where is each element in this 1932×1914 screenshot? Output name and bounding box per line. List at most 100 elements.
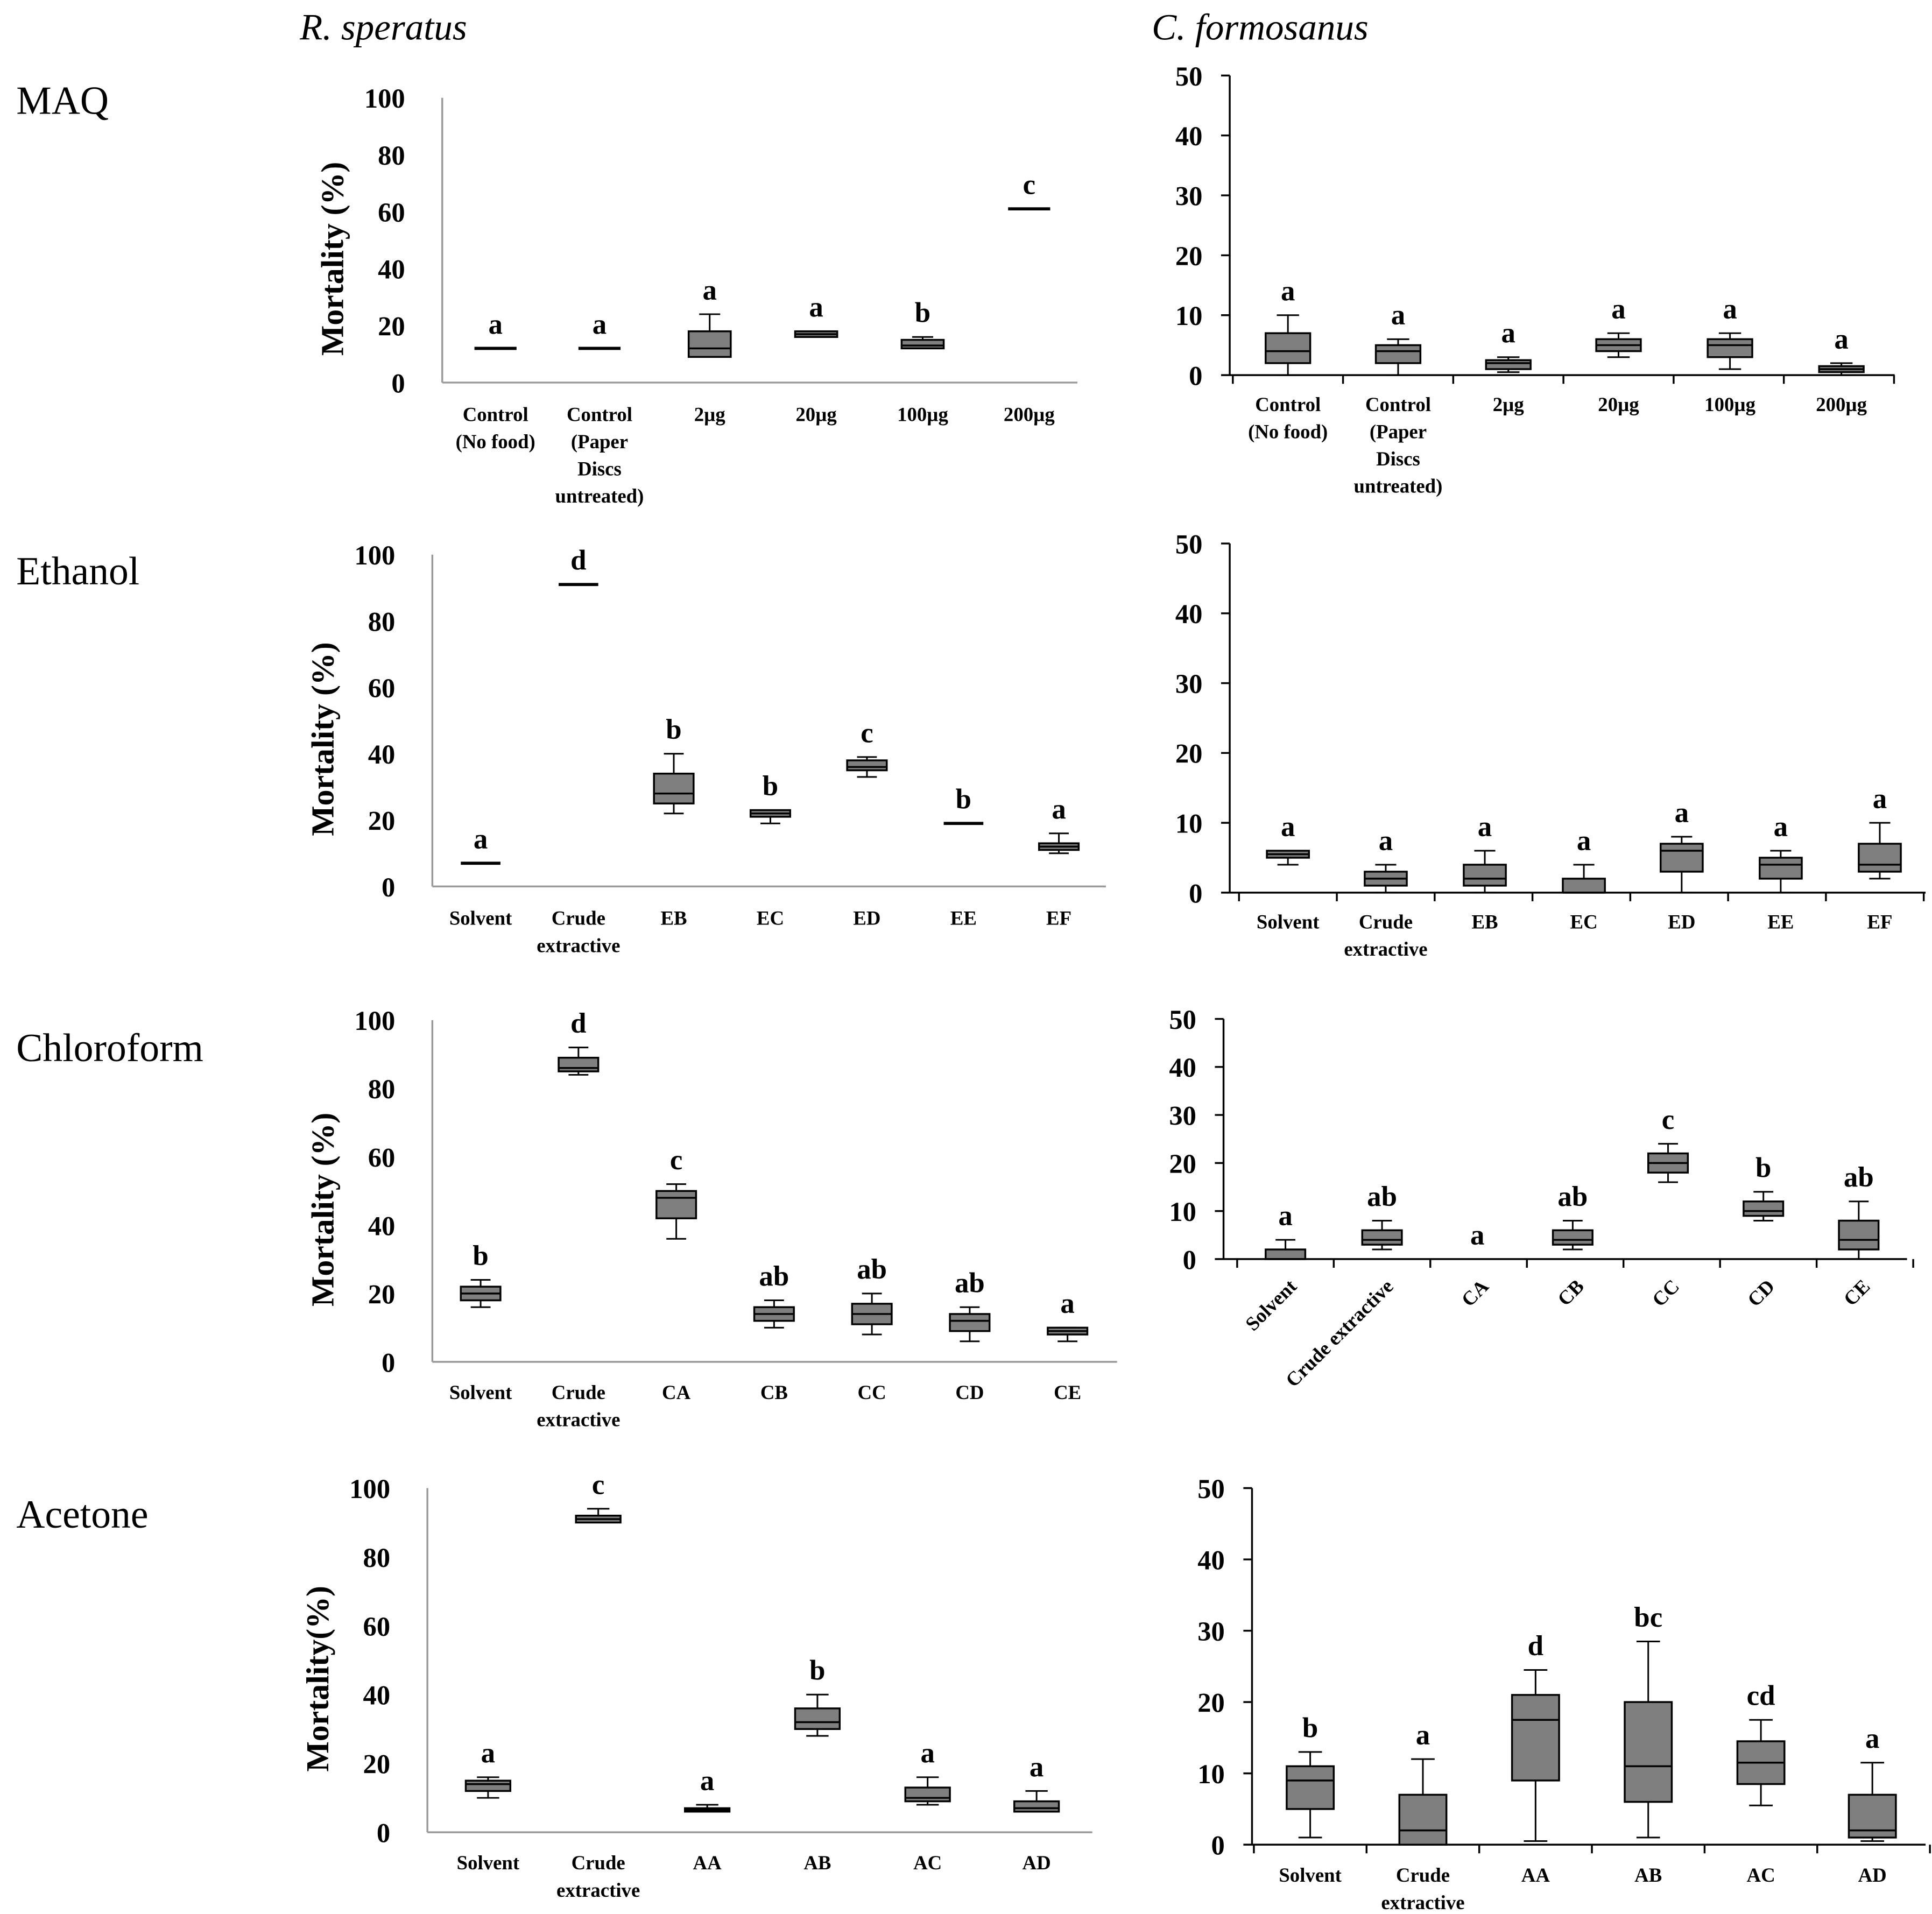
box	[1361, 1229, 1403, 1246]
y-tick-label: 100	[354, 540, 395, 570]
box	[558, 1056, 600, 1072]
box	[1624, 1701, 1673, 1803]
box-plot-panel: 0 20 40 60 80 100 Mortality (%) Solvent b Crude ex…	[305, 1006, 1117, 1430]
significance-letter: b	[666, 714, 681, 745]
category-label-line: AB	[1634, 1864, 1662, 1886]
significance-letter: a	[1281, 276, 1295, 307]
category-label-line: AC	[1747, 1864, 1775, 1886]
significance-letter: c	[1023, 169, 1035, 201]
box	[653, 772, 695, 804]
box	[1265, 1248, 1307, 1260]
y-tick-label: 40	[1197, 1545, 1225, 1575]
category-label-line: extractive	[1381, 1891, 1464, 1913]
y-tick-label: 40	[378, 255, 405, 285]
significance-letter: a	[593, 309, 607, 340]
y-tick-label: 10	[1175, 809, 1203, 839]
y-tick-label: 0	[1189, 361, 1202, 391]
y-tick-label: 100	[364, 83, 405, 114]
significance-letter: a	[703, 274, 717, 306]
column-title-c-formosanus: C. formosanus	[1152, 6, 1369, 48]
significance-letter: b	[956, 784, 971, 815]
box-plot-panel: 0 10 20 30 40 50 Solvent b Crude extractive a AA d AB…	[1197, 1474, 1931, 1913]
box	[846, 759, 888, 772]
category-label-line: AA	[1521, 1864, 1550, 1886]
box-plot-panel: 0 20 40 60 80 100 Mortality(%) Solvent a Crude ext…	[300, 1469, 1092, 1901]
y-axis-label: Mortality (%)	[305, 1113, 340, 1306]
significance-letter: b	[1302, 1712, 1318, 1743]
category-label-line: EE	[950, 907, 977, 929]
category-label: Control (No food)	[456, 403, 535, 453]
y-axis-label: Mortality(%)	[300, 1586, 335, 1771]
category-label: 20µg	[1598, 393, 1639, 415]
box	[1398, 1793, 1448, 1846]
box	[1858, 843, 1902, 873]
category-label-line: CC	[858, 1381, 886, 1403]
category-label: Crude extractive	[556, 1852, 640, 1901]
box	[1374, 344, 1422, 364]
category-label-line: AD	[1023, 1852, 1051, 1874]
y-tick-label: 20	[1175, 739, 1203, 769]
y-tick-label: 50	[1175, 61, 1203, 91]
category-label-line: Crude	[552, 1381, 605, 1403]
row-label-chloroform: Chloroform	[16, 1026, 203, 1070]
significance-letter: b	[473, 1240, 488, 1272]
category-label: Solvent	[449, 907, 512, 929]
row-label-acetone: Acetone	[16, 1492, 148, 1536]
y-tick-label: 30	[1175, 669, 1203, 699]
y-tick-label: 60	[368, 673, 396, 703]
significance-letter: b	[915, 298, 930, 329]
y-tick-label: 80	[368, 606, 396, 637]
category-label-line: 200µg	[1004, 403, 1055, 425]
significance-letter: a	[1873, 783, 1887, 814]
category-label: Crude extractive	[537, 907, 620, 957]
y-tick-label: 20	[378, 312, 405, 342]
category-label-line: Solvent	[449, 907, 512, 929]
y-tick-label: 0	[382, 1347, 395, 1378]
y-tick-label: 10	[1169, 1197, 1196, 1227]
significance-letter: d	[570, 1008, 586, 1039]
box	[464, 1779, 512, 1792]
category-label-line: EB	[660, 907, 687, 929]
box	[687, 330, 732, 358]
box	[949, 1313, 991, 1332]
category-label-line: AB	[803, 1852, 831, 1874]
y-tick-label: 60	[363, 1612, 391, 1642]
category-label: CB	[1553, 1275, 1588, 1310]
y-tick-label: 50	[1197, 1474, 1225, 1504]
box	[1759, 857, 1803, 880]
category-label: Control (No food)	[1248, 393, 1328, 443]
y-tick-label: 20	[1175, 241, 1203, 271]
significance-letter: a	[920, 1738, 934, 1769]
y-tick-label: 30	[1197, 1616, 1225, 1647]
category-label-line: EC	[1570, 911, 1598, 933]
category-label: Control (Paper Discs untreated)	[555, 403, 644, 507]
category-label: Crude extractive	[1344, 911, 1427, 960]
category-label: AA	[693, 1852, 722, 1874]
category-label-line: 20µg	[1598, 393, 1639, 415]
category-label-line: CA	[662, 1381, 691, 1403]
y-tick-label: 40	[1175, 121, 1203, 151]
significance-letter: a	[1391, 300, 1405, 331]
category-label-line: 200µg	[1816, 393, 1867, 415]
y-tick-label: 0	[391, 368, 405, 398]
significance-letter: ab	[955, 1268, 985, 1299]
y-axis-label: Mortality (%)	[315, 162, 350, 356]
y-tick-label: 0	[382, 872, 395, 902]
category-label-line: extractive	[537, 1408, 620, 1430]
row-label-maq: MAQ	[16, 79, 109, 123]
significance-letter: b	[1755, 1152, 1771, 1183]
category-label-line: extractive	[1344, 938, 1427, 960]
y-tick-label: 0	[1211, 1831, 1225, 1861]
category-label: Solvent	[457, 1852, 520, 1874]
significance-letter: c	[592, 1469, 604, 1500]
significance-letter: a	[1865, 1723, 1879, 1754]
significance-letter: ab	[759, 1261, 789, 1292]
category-label: EF	[1867, 911, 1892, 933]
significance-letter: a	[1278, 1200, 1292, 1232]
category-label-line: Crude	[572, 1852, 625, 1874]
category-label: CA	[662, 1381, 691, 1403]
category-label: EC	[1570, 911, 1598, 933]
box	[794, 1707, 841, 1730]
row-label-ethanol: Ethanol	[16, 549, 139, 593]
